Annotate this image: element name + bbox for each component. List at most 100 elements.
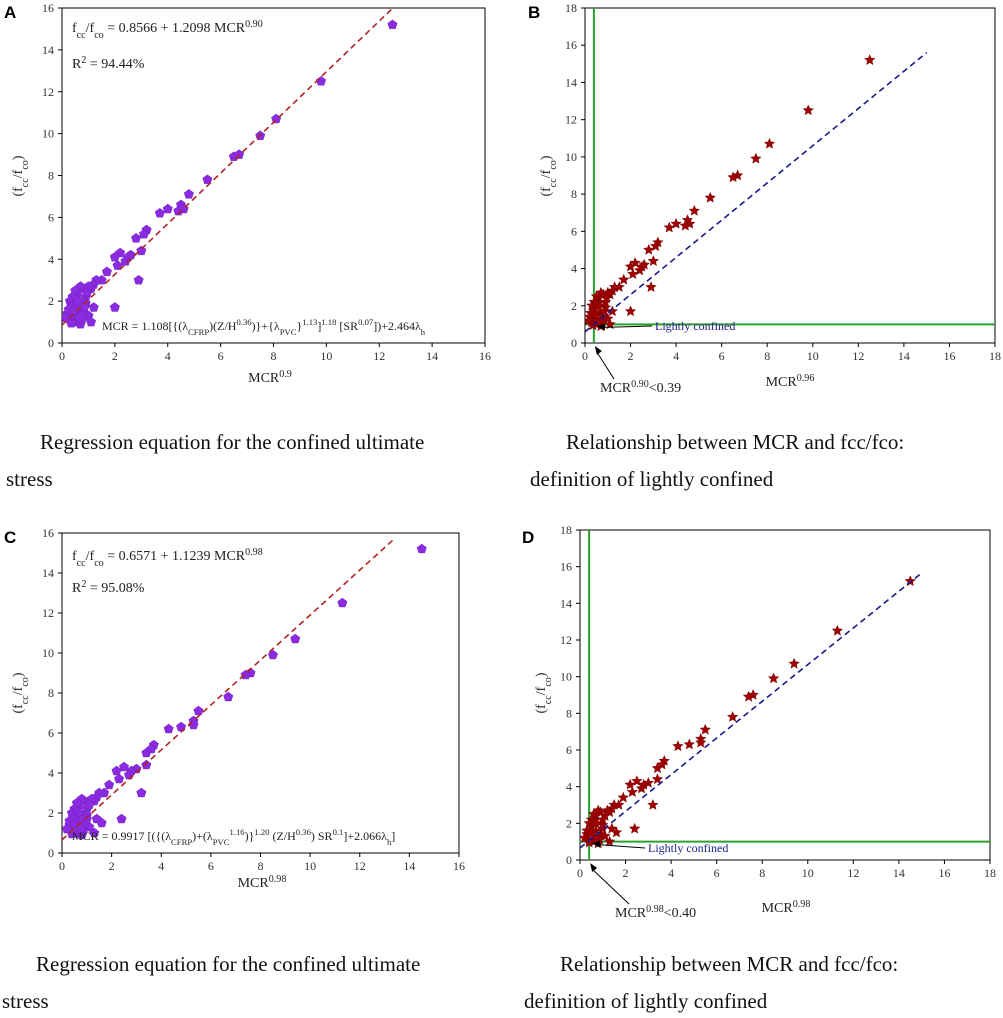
fit-line — [62, 8, 395, 326]
y-tick-label: 8 — [48, 169, 54, 183]
lightly-confined-label: Lightly confined — [648, 841, 728, 855]
data-point — [635, 782, 648, 794]
x-tick-label: 4 — [165, 349, 171, 363]
data-point — [831, 624, 844, 636]
data-point — [131, 233, 142, 243]
x-tick-label: 6 — [218, 349, 224, 363]
data-point — [138, 228, 149, 239]
x-tick-label: 8 — [759, 866, 765, 880]
x-tick-label: 8 — [764, 349, 770, 363]
y-tick-label: 18 — [565, 1, 577, 15]
y-axis-label: (fcc/fco) — [11, 672, 31, 713]
plot-area — [580, 530, 990, 860]
data-point — [624, 305, 637, 317]
data-point — [109, 302, 120, 312]
x-tick-label: 4 — [668, 866, 674, 880]
lightly-arrowhead — [596, 323, 605, 331]
caption-d-line2: definition of lightly confined — [524, 989, 768, 1013]
plot-area — [62, 538, 427, 841]
data-point — [387, 19, 398, 29]
data-point — [645, 281, 657, 293]
mcr-equation: MCR = 0.9917 [({(λCFRP)+(λPVC1.16)}1.20 … — [72, 827, 395, 847]
y-tick-label: 0 — [566, 853, 572, 867]
data-point — [271, 113, 282, 124]
data-point — [202, 174, 213, 184]
x-tick-label: 14 — [403, 859, 415, 873]
data-point — [651, 773, 664, 785]
y-tick-label: 16 — [42, 1, 54, 15]
r-squared: R2 = 95.08% — [72, 579, 145, 597]
x-tick-label: 6 — [719, 349, 725, 363]
mcr-equation: MCR = 1.108[{(λCFRP)(Z/H0.36)}+{λPVC}1.1… — [102, 317, 426, 337]
panel-letter-b: B — [528, 3, 540, 22]
y-tick-label: 2 — [566, 816, 572, 830]
data-point — [767, 672, 780, 684]
y-tick-label: 12 — [42, 606, 54, 620]
plot-frame — [584, 7, 996, 344]
y-tick-label: 2 — [571, 299, 577, 313]
x-tick-label: 10 — [304, 859, 316, 873]
data-point — [726, 710, 739, 722]
data-point — [173, 205, 184, 216]
threshold-arrow — [591, 868, 630, 905]
y-tick-label: 4 — [48, 766, 54, 780]
regression-equation: fcc/fco = 0.6571 + 1.1239 MCR0.98 — [72, 547, 263, 569]
data-point — [694, 736, 707, 748]
data-point — [74, 807, 85, 818]
y-tick-label: 6 — [566, 743, 572, 757]
threshold-arrowhead — [594, 346, 602, 355]
data-point — [290, 633, 301, 644]
regression-equation: fcc/fco = 0.8566 + 1.2098 MCR0.90 — [72, 19, 263, 41]
y-axis-label: (fcc/fco) — [539, 155, 559, 196]
data-point — [649, 240, 662, 252]
panel-letter-a: A — [4, 3, 16, 22]
plot-area — [62, 8, 398, 329]
y-tick-label: 16 — [560, 560, 572, 574]
x-tick-label: 2 — [112, 349, 118, 363]
data-point — [84, 799, 95, 810]
data-point — [627, 268, 639, 280]
y-tick-label: 12 — [565, 113, 577, 127]
data-point — [600, 292, 613, 304]
data-point — [628, 822, 641, 834]
y-tick-label: 4 — [571, 262, 577, 276]
caption-a-line1: Regression equation for the confined ult… — [40, 430, 425, 454]
y-tick-label: 16 — [42, 526, 54, 540]
x-tick-label: 14 — [898, 349, 910, 363]
data-point — [114, 773, 125, 784]
data-point — [183, 189, 194, 199]
caption-a-line2: stress — [6, 467, 53, 491]
panel-letter-c: C — [4, 528, 16, 547]
data-point — [590, 817, 602, 829]
data-point — [763, 137, 776, 149]
data-point — [119, 761, 130, 772]
r-squared: R2 = 94.44% — [72, 55, 145, 73]
x-axis-label: MCR0.96 — [766, 373, 815, 391]
x-tick-label: 16 — [479, 349, 491, 363]
x-tick-label: 18 — [984, 866, 996, 880]
y-axis-label: (fcc/fco) — [534, 672, 554, 713]
data-point — [599, 809, 611, 821]
data-point — [416, 543, 427, 554]
data-point — [120, 256, 131, 266]
x-tick-label: 2 — [109, 859, 115, 873]
x-axis-label: MCR0.98 — [762, 899, 811, 917]
data-point — [193, 705, 204, 716]
data-point — [727, 171, 739, 183]
data-point — [598, 305, 611, 317]
y-axis-label: (fcc/fco) — [11, 155, 31, 196]
x-tick-label: 18 — [989, 349, 1001, 363]
y-tick-label: 10 — [565, 150, 577, 164]
data-point — [626, 786, 639, 798]
y-tick-label: 14 — [565, 75, 577, 89]
caption-c-line1: Regression equation for the confined ult… — [36, 952, 421, 976]
caption-b-line1: Relationship between MCR and fcc/fco: — [566, 430, 905, 454]
data-point — [101, 266, 112, 277]
data-point — [603, 835, 616, 847]
y-tick-label: 10 — [42, 646, 54, 660]
x-tick-label: 0 — [59, 859, 65, 873]
chart-d: D 0 2 4 6 8 10 12 14 16 18 0 2 4 6 8 10 12 14 16 18 MCR0.98 (f… — [522, 523, 996, 921]
data-point — [618, 273, 630, 285]
threshold-label: MCR0.90<0.39 — [600, 379, 681, 397]
x-tick-label: 0 — [577, 866, 583, 880]
